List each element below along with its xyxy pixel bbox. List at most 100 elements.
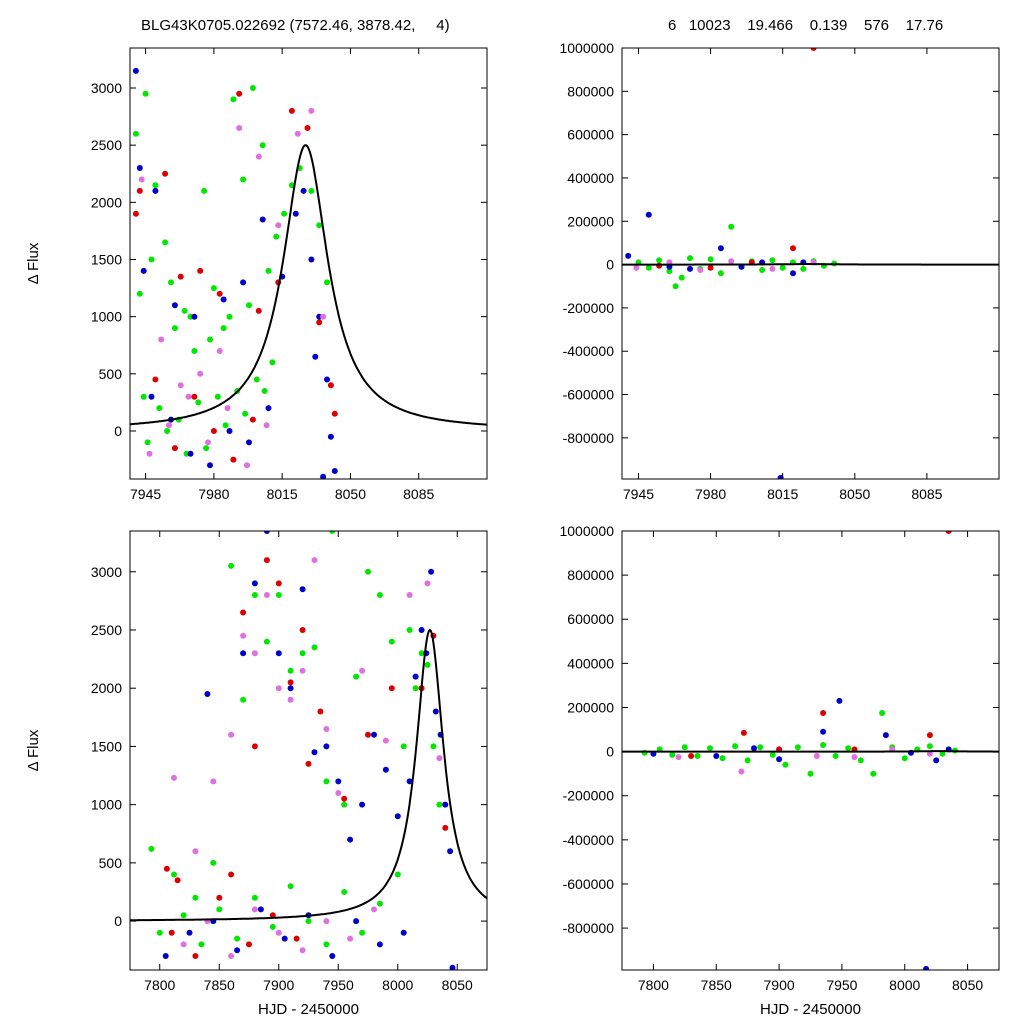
data-point-blue: [240, 279, 247, 286]
data-point-green: [251, 894, 258, 901]
data-point-green: [769, 751, 776, 758]
data-point-green: [261, 388, 268, 394]
data-point-green: [412, 685, 419, 692]
data-point-violet: [177, 382, 184, 389]
data-point-green: [418, 650, 425, 657]
data-point-green: [263, 638, 270, 645]
data-point-green: [732, 743, 739, 750]
data-point-blue: [324, 376, 330, 383]
data-point-green: [324, 279, 330, 286]
y-tick-label: 400000: [567, 655, 614, 671]
data-point-violet: [311, 557, 318, 564]
data-point-red: [197, 267, 204, 274]
panel-bottom-left: 7800 7850 7900 7950 8000 8050 0 500 1000 1500 2000…: [25, 530, 488, 1018]
data-point-red: [216, 894, 223, 901]
data-point-green: [669, 751, 676, 758]
data-point-green: [226, 313, 233, 320]
x-tick-label: 7950: [323, 977, 354, 993]
data-point-green: [926, 743, 933, 750]
x-tick-label: 7800: [144, 977, 175, 993]
data-point-red: [926, 732, 933, 739]
panel-top-left: 7945 7980 8015 8050 8085 0 500 1000 1500 2000 2500…: [25, 47, 488, 502]
panel-bottom-right: 7800 7850 7900 7950 8000 8050 -800000 -600000 -4…: [559, 523, 1000, 1018]
data-point-green: [807, 770, 814, 777]
y-tick-label: 1000: [91, 309, 122, 325]
data-point-blue: [777, 474, 784, 479]
model-curve: [130, 628, 487, 922]
data-point-blue: [257, 906, 264, 913]
data-point-red: [810, 48, 817, 51]
y-tick-label: -200000: [563, 788, 615, 804]
y-tick-label: -200000: [563, 300, 615, 316]
data-point-violet: [228, 953, 235, 959]
data-point-blue: [263, 531, 270, 534]
data-point-green: [717, 270, 724, 277]
data-point-red: [790, 245, 796, 252]
data-point-violet: [166, 422, 172, 429]
data-point-green: [779, 264, 786, 271]
data-point-green: [820, 742, 827, 748]
data-point-blue: [882, 732, 889, 739]
y-tick-label: 600000: [567, 611, 614, 627]
data-point-violet: [216, 348, 223, 354]
data-point-blue: [327, 433, 334, 440]
data-point-blue: [300, 187, 307, 194]
data-point-violet: [769, 265, 776, 272]
data-point-violet: [192, 848, 199, 855]
data-point-blue: [311, 749, 318, 756]
data-point-blue: [820, 728, 827, 735]
plot-frame: [621, 530, 1000, 971]
data-point-green: [210, 859, 217, 866]
y-tick-label: 800000: [567, 567, 614, 583]
data-point-green: [879, 710, 886, 716]
data-point-violet: [210, 778, 217, 785]
x-tick-label: 7945: [130, 486, 161, 502]
data-point-blue: [220, 296, 227, 303]
x-tick-label: 8050: [442, 977, 473, 993]
data-point-green: [203, 445, 210, 452]
data-point-blue: [191, 313, 198, 320]
data-point-blue: [432, 708, 439, 715]
data-point-blue: [331, 468, 338, 474]
data-point-green: [142, 90, 149, 97]
data-point-violet: [728, 258, 735, 265]
data-point-blue: [923, 965, 930, 970]
data-point-green: [265, 267, 272, 274]
data-point-violet: [371, 906, 377, 913]
data-point-red: [293, 935, 300, 942]
data-point-blue: [371, 731, 377, 738]
data-point-blue: [312, 353, 319, 360]
data-point-green: [220, 325, 227, 332]
y-tick-label: 1000000: [559, 40, 614, 56]
plot-frame: [129, 47, 488, 480]
data-point-green: [240, 696, 247, 703]
data-point-green: [214, 393, 221, 400]
data-point-green: [800, 265, 807, 272]
data-point-violet: [251, 906, 258, 913]
data-point-blue: [132, 67, 139, 74]
data-point-violet: [347, 935, 354, 942]
data-point-blue: [226, 428, 233, 434]
data-point-blue: [400, 929, 407, 936]
data-point-blue: [406, 778, 413, 785]
data-point-green: [365, 568, 371, 575]
data-point-red: [136, 187, 143, 194]
data-point-green: [329, 531, 336, 534]
y-tick-label: 200000: [567, 213, 614, 229]
data-point-violet: [275, 929, 282, 936]
data-point-blue: [308, 256, 315, 263]
figure-title-left: BLG43K0705.022692 (7572.46, 3878.42, 4): [141, 17, 450, 34]
data-point-green: [171, 325, 178, 332]
data-point-blue: [353, 918, 360, 925]
data-point-red: [168, 929, 175, 936]
y-axis-label: Δ Flux: [25, 242, 42, 284]
data-point-green: [180, 912, 187, 919]
data-point-green: [678, 274, 685, 281]
data-point-blue: [140, 267, 147, 274]
data-point-green: [857, 757, 864, 764]
y-tick-label: 1500: [91, 738, 122, 754]
x-tick-label: 8000: [382, 977, 413, 993]
y-tick-label: -800000: [563, 430, 615, 446]
data-point-violet: [197, 370, 204, 377]
y-tick-label: 800000: [567, 83, 614, 99]
